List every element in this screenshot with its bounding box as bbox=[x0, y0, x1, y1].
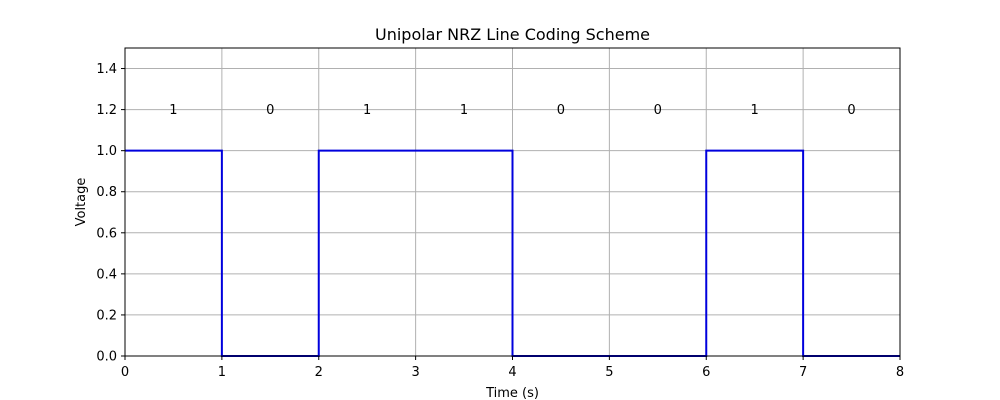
bit-label: 1 bbox=[751, 103, 759, 118]
y-tick-label: 0.6 bbox=[96, 226, 117, 241]
axis-ticks: 0 1 2 3 4 5 6 7 8 0.0 0.2 0.4 0.6 0.8 1.0 1.2 1.4 bbox=[96, 62, 904, 380]
x-axis-label: Time (s) bbox=[485, 386, 539, 400]
y-tick-label: 0.4 bbox=[96, 267, 117, 282]
bit-label: 0 bbox=[847, 103, 855, 118]
y-tick-label: 1.4 bbox=[96, 62, 117, 77]
x-tick-label: 3 bbox=[411, 365, 419, 380]
signal-line bbox=[125, 149, 900, 357]
bit-label: 0 bbox=[557, 103, 565, 118]
x-tick-label: 6 bbox=[702, 365, 710, 380]
x-tick-label: 0 bbox=[121, 365, 129, 380]
y-tick-label: 1.0 bbox=[96, 144, 117, 159]
x-tick-label: 4 bbox=[508, 365, 516, 380]
bit-label: 1 bbox=[460, 103, 468, 118]
x-tick-label: 8 bbox=[896, 365, 904, 380]
y-tick-label: 1.2 bbox=[96, 103, 117, 118]
x-tick-label: 7 bbox=[799, 365, 807, 380]
bit-label: 1 bbox=[363, 103, 371, 118]
y-tick-label: 0.8 bbox=[96, 185, 117, 200]
bit-labels: 1 0 1 1 0 0 1 0 bbox=[169, 103, 855, 118]
x-tick-label: 2 bbox=[315, 365, 323, 380]
y-axis-label: Voltage bbox=[74, 178, 89, 227]
bit-label: 0 bbox=[654, 103, 662, 118]
chart-title: Unipolar NRZ Line Coding Scheme bbox=[375, 25, 650, 44]
bit-label: 0 bbox=[266, 103, 274, 118]
bit-label: 1 bbox=[169, 103, 177, 118]
x-tick-label: 1 bbox=[218, 365, 226, 380]
x-tick-label: 5 bbox=[605, 365, 613, 380]
y-tick-label: 0.0 bbox=[96, 350, 117, 365]
signal-waveform bbox=[125, 149, 900, 357]
y-tick-label: 0.2 bbox=[96, 308, 117, 323]
